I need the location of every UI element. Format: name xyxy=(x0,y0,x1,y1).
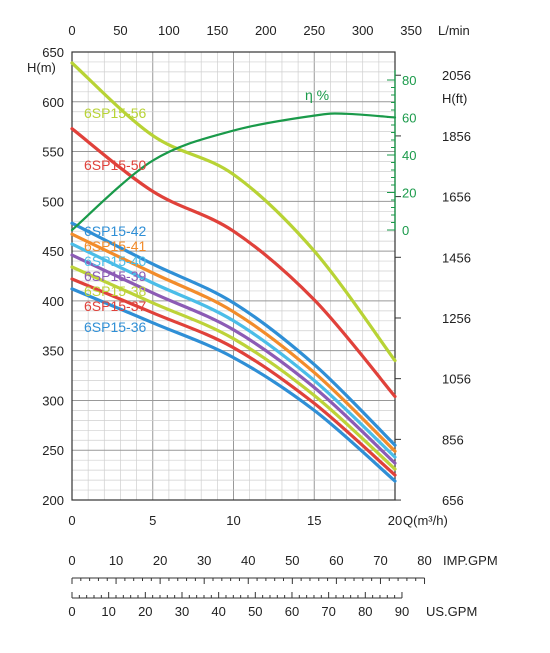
imp-gpm-axis-label: IMP.GPM xyxy=(443,553,498,568)
imp-gpm-tick-label: 30 xyxy=(197,553,211,568)
y-eff-tick-label: 60 xyxy=(402,111,416,126)
imp-gpm-tick-label: 70 xyxy=(373,553,387,568)
y-head-m-tick-label: 300 xyxy=(42,393,64,408)
curve-6sp15-56 xyxy=(70,61,397,363)
curve-6sp15-40 xyxy=(70,242,397,459)
series-label-6sp15-41: 6SP15-41 xyxy=(84,238,146,254)
series-label-6sp15-56: 6SP15-56 xyxy=(84,105,146,121)
imp-gpm-tick-label: 80 xyxy=(417,553,431,568)
y-head-m-tick-label: 500 xyxy=(42,194,64,209)
us-gpm-tick-label: 80 xyxy=(358,604,372,619)
y-head-ft-tick-label: 1056 xyxy=(442,372,471,387)
imp-gpm-tick-label: 20 xyxy=(153,553,167,568)
x-lmin-tick-label: 50 xyxy=(113,23,127,38)
y-eff-axis-label: η % xyxy=(305,87,329,103)
x-lmin-tick-label: 350 xyxy=(400,23,422,38)
us-gpm-axis-label: US.GPM xyxy=(426,604,477,619)
y-head-m-tick-label: 200 xyxy=(42,493,64,508)
y-head-ft-tick-label: 856 xyxy=(442,432,464,447)
y-eff-tick-label: 0 xyxy=(402,223,409,238)
imp-gpm-tick-label: 40 xyxy=(241,553,255,568)
us-gpm-tick-label: 10 xyxy=(101,604,115,619)
x-flow-tick-label: 20 xyxy=(388,513,402,528)
y-head-ft-tick-label: 656 xyxy=(442,493,464,508)
curve-6sp15-42 xyxy=(70,221,397,447)
y-head-ft-axis-label: H(ft) xyxy=(442,91,467,106)
x-lmin-tick-label: 100 xyxy=(158,23,180,38)
y-head-m-axis-label: H(m) xyxy=(27,60,56,75)
y-head-m-tick-label: 550 xyxy=(42,145,64,160)
us-gpm-tick-label: 70 xyxy=(321,604,335,619)
y-head-m-tick-label: 400 xyxy=(42,294,64,309)
y-head-m-tick-label: 450 xyxy=(42,244,64,259)
x-lmin-axis-label: L/min xyxy=(438,23,470,38)
series-label-6sp15-38: 6SP15-38 xyxy=(84,283,146,299)
series-label-6sp15-50: 6SP15-50 xyxy=(84,157,146,173)
plot-frame xyxy=(71,51,396,501)
imp-gpm-tick-label: 50 xyxy=(285,553,299,568)
x-flow-tick-label: 15 xyxy=(307,513,321,528)
us-gpm-tick-label: 60 xyxy=(285,604,299,619)
us-gpm-tick-label: 20 xyxy=(138,604,152,619)
efficiency-curve xyxy=(70,112,397,232)
x-lmin-tick-label: 150 xyxy=(206,23,228,38)
x-flow-tick-label: 0 xyxy=(68,513,75,528)
imp-gpm-tick-label: 10 xyxy=(109,553,123,568)
y-head-m-tick-label: 250 xyxy=(42,443,64,458)
y-head-m-tick-label: 350 xyxy=(42,344,64,359)
us-gpm-tick-label: 50 xyxy=(248,604,262,619)
x-lmin-tick-label: 0 xyxy=(68,23,75,38)
curve-6sp15-38 xyxy=(70,265,397,471)
imp-gpm-tick-label: 60 xyxy=(329,553,343,568)
curve-6sp15-41 xyxy=(70,232,397,453)
curve-6sp15-36 xyxy=(70,287,397,483)
y-eff-tick-label: 40 xyxy=(402,148,416,163)
y-head-ft-tick-label: 1656 xyxy=(442,190,471,205)
y-head-ft-tick-label: 2056 xyxy=(442,68,471,83)
y-eff-tick-label: 20 xyxy=(402,186,416,201)
y-head-m-tick-label: 650 xyxy=(42,45,64,60)
series-label-6sp15-39: 6SP15-39 xyxy=(84,268,146,284)
us-gpm-tick-label: 30 xyxy=(175,604,189,619)
y-head-ft-tick-label: 1856 xyxy=(442,129,471,144)
imp-gpm-tick-label: 0 xyxy=(68,553,75,568)
x-flow-tick-label: 5 xyxy=(149,513,156,528)
y-head-ft-tick-label: 1256 xyxy=(442,311,471,326)
y-head-ft-tick-label: 1456 xyxy=(442,250,471,265)
x-lmin-tick-label: 300 xyxy=(352,23,374,38)
curve-6sp15-37 xyxy=(70,277,397,477)
y-eff-tick-label: 80 xyxy=(402,73,416,88)
us-gpm-tick-label: 90 xyxy=(395,604,409,619)
y-head-m-tick-label: 600 xyxy=(42,95,64,110)
us-gpm-tick-label: 40 xyxy=(211,604,225,619)
series-label-6sp15-42: 6SP15-42 xyxy=(84,223,146,239)
x-flow-tick-label: 10 xyxy=(226,513,240,528)
curve-6sp15-39 xyxy=(70,253,397,465)
series-label-6sp15-37: 6SP15-37 xyxy=(84,298,146,314)
x-flow-axis-label: Q(m³/h) xyxy=(403,513,448,528)
series-label-6sp15-40: 6SP15-40 xyxy=(84,253,146,269)
series-label-6sp15-36: 6SP15-36 xyxy=(84,319,146,335)
us-gpm-tick-label: 0 xyxy=(68,604,75,619)
curve-6sp15-50 xyxy=(70,127,397,399)
x-lmin-tick-label: 200 xyxy=(255,23,277,38)
x-lmin-tick-label: 250 xyxy=(303,23,325,38)
